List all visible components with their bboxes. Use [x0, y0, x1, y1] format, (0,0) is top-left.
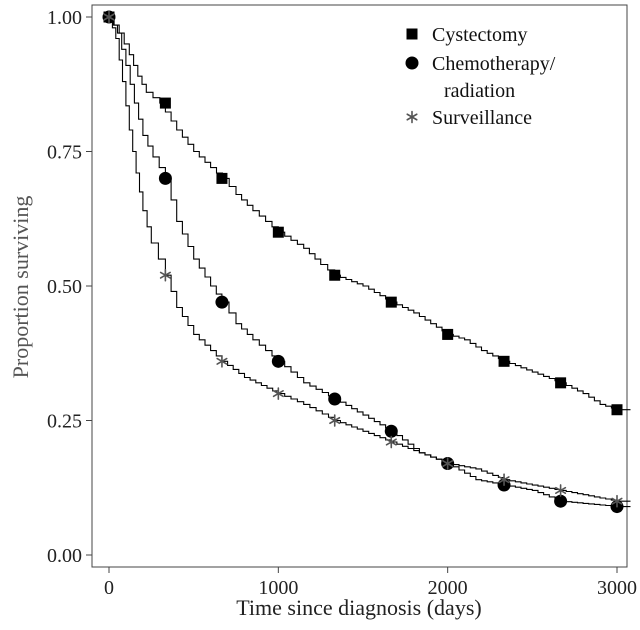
legend-label: Surveillance — [432, 107, 532, 129]
x-tick-label: 2000 — [428, 577, 468, 599]
legend-marker-asterisk — [406, 110, 418, 124]
data-point-circle — [328, 392, 342, 406]
x-tick-label: 1000 — [258, 577, 298, 599]
data-point-square — [555, 377, 567, 389]
y-tick-label: 0.25 — [47, 411, 82, 433]
x-axis-title: Time since diagnosis (days) — [236, 595, 481, 620]
data-point-circle — [384, 424, 398, 438]
data-point-asterisk — [159, 268, 171, 282]
legend-marker-square — [406, 28, 418, 40]
data-point-circle — [271, 354, 285, 368]
legend-label: radiation — [444, 80, 515, 102]
data-point-asterisk — [442, 457, 454, 470]
markers-layer — [102, 10, 624, 514]
legend: Cystectomy Chemotherapy/radiation Surveill… — [405, 24, 556, 129]
data-point-asterisk — [611, 494, 623, 508]
series-line-asterisk — [109, 16, 631, 502]
data-point-square — [329, 269, 341, 281]
y-axis-title: Proportion surviving — [8, 196, 33, 379]
data-point-square — [272, 226, 284, 238]
y-tick-label: 0.50 — [47, 276, 82, 298]
data-point-asterisk — [555, 484, 567, 497]
data-point-square — [498, 355, 510, 367]
data-point-asterisk — [385, 435, 397, 449]
data-point-square — [159, 97, 171, 109]
series-line-circle — [109, 16, 631, 508]
data-point-square — [385, 296, 397, 308]
data-point-square — [216, 172, 228, 184]
legend-label: Chemotherapy/ — [432, 53, 556, 75]
y-tick-label: 0.75 — [47, 142, 82, 164]
data-point-circle — [554, 494, 568, 508]
series-line-square — [109, 16, 631, 411]
curves-layer — [109, 16, 631, 508]
data-point-asterisk — [216, 355, 228, 368]
data-point-asterisk — [329, 414, 341, 427]
data-point-square — [611, 404, 623, 416]
legend-label: Cystectomy — [432, 24, 528, 46]
data-point-asterisk — [272, 387, 284, 400]
plot-frame — [91, 4, 628, 568]
y-tick-label: 1.00 — [47, 7, 82, 29]
data-point-circle — [158, 171, 172, 185]
data-point-circle — [215, 295, 229, 309]
data-point-asterisk — [498, 473, 510, 486]
x-tick-label: 0 — [104, 577, 114, 599]
x-tick-label: 3000 — [597, 577, 637, 599]
data-point-square — [442, 328, 454, 340]
data-point-asterisk — [103, 10, 115, 24]
legend-marker-circle — [405, 56, 419, 70]
y-tick-label: 0.00 — [47, 545, 82, 567]
ticks-layer: 0 1000 2000 3000 0.00 0.25 0.50 0.75 1.00 — [47, 7, 637, 599]
